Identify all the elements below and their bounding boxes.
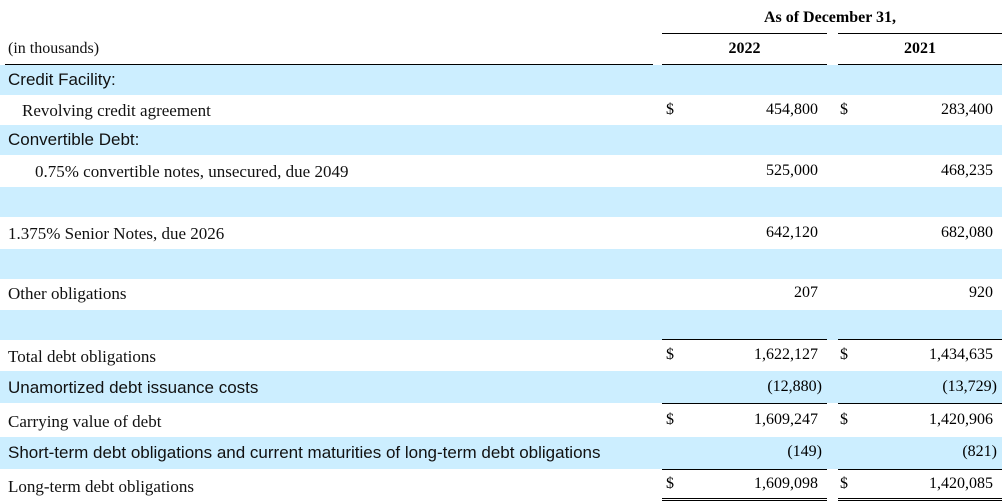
table-row-credit-facility: Credit Facility: xyxy=(0,65,1002,95)
subtotal-rule-2021 xyxy=(838,339,1002,340)
year-rule-2021 xyxy=(838,64,1002,65)
value-2022: 525,000 xyxy=(766,162,818,179)
row-label: Convertible Debt: xyxy=(8,130,140,149)
value-2022: 642,120 xyxy=(766,224,818,241)
currency-symbol: $ xyxy=(840,101,848,118)
value-2021: 1,420,085 xyxy=(929,475,993,492)
units-label: (in thousands) xyxy=(8,40,100,57)
currency-symbol: $ xyxy=(840,346,848,363)
value-2022: 207 xyxy=(794,284,818,301)
table-row-unamortized: Unamortized debt issuance costs (12,880)… xyxy=(0,371,1002,403)
table-row-senior-notes: 1.375% Senior Notes, due 2026 642,120 68… xyxy=(0,217,1005,249)
column-header-2022: 2022 xyxy=(728,40,761,57)
row-label: Credit Facility: xyxy=(8,70,116,89)
longterm-rule-2021 xyxy=(838,469,1002,470)
row-label: Long-term debt obligations xyxy=(8,477,195,496)
currency-symbol: $ xyxy=(666,411,674,428)
longterm-rule-2022 xyxy=(662,469,827,470)
table-row-revolving: Revolving credit agreement $ 454,800 $ 2… xyxy=(0,95,1005,125)
value-2022: (149) xyxy=(787,443,822,460)
table-row-carrying-value: Carrying value of debt $ 1,609,247 $ 1,4… xyxy=(0,405,1005,437)
currency-symbol: $ xyxy=(666,475,674,492)
value-2021: (13,729) xyxy=(942,378,997,395)
value-2022: (12,880) xyxy=(767,378,822,395)
column-header-2021: 2021 xyxy=(904,40,936,57)
table-row-long-term: Long-term debt obligations $ 1,609,098 $… xyxy=(0,470,1005,500)
final-double-rule-2022 xyxy=(662,498,827,501)
table-row-convertible-notes: 0.75% convertible notes, unsecured, due … xyxy=(0,155,1005,185)
value-2021: 1,434,635 xyxy=(929,346,993,363)
spacer-row xyxy=(0,249,1002,279)
value-2021: 1,420,906 xyxy=(929,411,993,428)
value-2021: 682,080 xyxy=(941,224,993,241)
spacer-row xyxy=(0,187,1002,217)
value-2021: 283,400 xyxy=(941,101,993,118)
row-label: 0.75% convertible notes, unsecured, due … xyxy=(35,162,349,181)
period-header: As of December 31, xyxy=(763,9,897,26)
header-rule-2021 xyxy=(838,33,1002,34)
row-label: 1.375% Senior Notes, due 2026 xyxy=(8,224,225,243)
row-label: Other obligations xyxy=(8,284,127,303)
value-2022: 454,800 xyxy=(766,101,818,118)
table-row-other-obligations: Other obligations 207 920 xyxy=(0,279,1005,309)
final-double-rule-2021 xyxy=(838,498,1002,501)
table-row-convertible-debt: Convertible Debt: xyxy=(0,125,1002,155)
spacer-row xyxy=(0,310,1002,340)
units-rule xyxy=(5,64,653,65)
carrying-rule-2021 xyxy=(838,403,1002,404)
year-rule-2022 xyxy=(662,64,827,65)
currency-symbol: $ xyxy=(666,101,674,118)
value-2021: (821) xyxy=(962,443,997,460)
value-2022: 1,609,098 xyxy=(754,475,818,492)
row-label: Carrying value of debt xyxy=(8,412,162,431)
subtotal-rule-2022 xyxy=(662,339,827,340)
header-rule-2022 xyxy=(662,33,827,34)
value-2021: 920 xyxy=(969,284,993,301)
row-label: Unamortized debt issuance costs xyxy=(8,378,259,397)
currency-symbol: $ xyxy=(666,346,674,363)
value-2022: 1,622,127 xyxy=(754,346,818,363)
row-label: Short-term debt obligations and current … xyxy=(8,443,601,462)
table-row-total-debt: Total debt obligations $ 1,622,127 $ 1,4… xyxy=(0,341,1005,371)
currency-symbol: $ xyxy=(840,411,848,428)
table-row-short-term: Short-term debt obligations and current … xyxy=(0,437,1002,469)
value-2022: 1,609,247 xyxy=(754,411,818,428)
row-label: Revolving credit agreement xyxy=(22,101,211,120)
row-label: Total debt obligations xyxy=(8,347,157,366)
carrying-rule-2022 xyxy=(662,403,827,404)
value-2021: 468,235 xyxy=(941,162,993,179)
currency-symbol: $ xyxy=(840,475,848,492)
